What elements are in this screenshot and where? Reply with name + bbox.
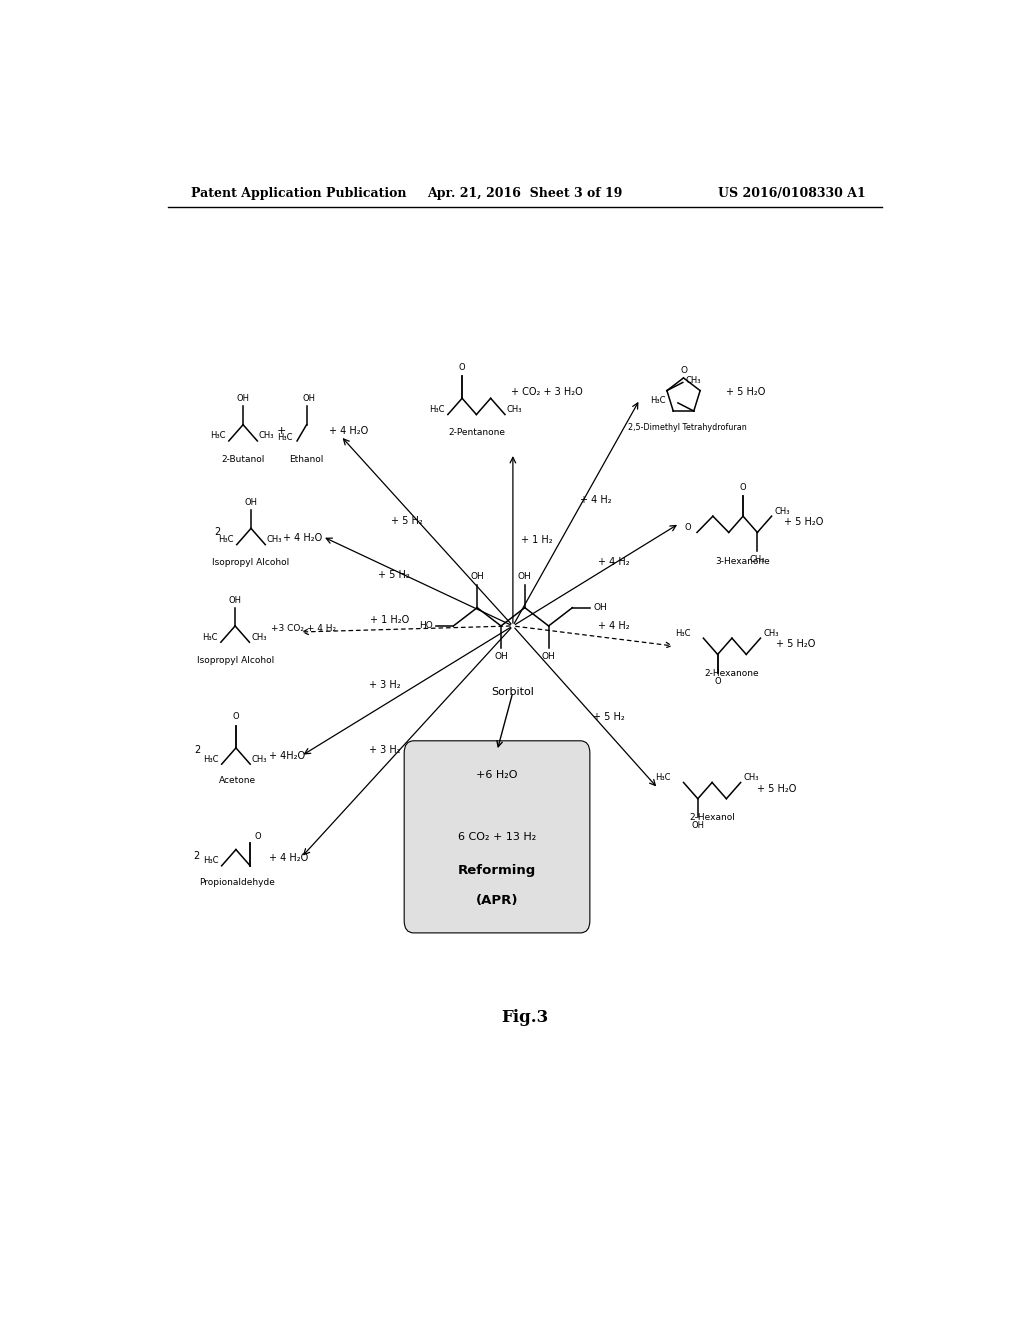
FancyBboxPatch shape (404, 741, 590, 933)
Text: OH: OH (495, 652, 508, 661)
Text: Fig.3: Fig.3 (501, 1008, 549, 1026)
Text: OH: OH (518, 573, 531, 581)
Text: 2: 2 (194, 850, 200, 861)
Text: Isopropyl Alcohol: Isopropyl Alcohol (212, 558, 290, 566)
Text: + 4 H₂: + 4 H₂ (581, 495, 612, 506)
Text: CH₃: CH₃ (252, 755, 267, 763)
Text: Sorbitol: Sorbitol (492, 686, 535, 697)
Text: H₃C: H₃C (202, 632, 218, 642)
Text: Ethanol: Ethanol (290, 455, 324, 465)
Text: 2-Hexanone: 2-Hexanone (705, 669, 759, 677)
Text: CH₃: CH₃ (267, 535, 283, 544)
Text: Isopropyl Alcohol: Isopropyl Alcohol (197, 656, 273, 665)
Text: + 5 H₂O: + 5 H₂O (784, 517, 823, 527)
Text: OH: OH (302, 395, 315, 404)
Text: + 4 H₂: + 4 H₂ (598, 557, 630, 568)
Text: Propionaldehyde: Propionaldehyde (200, 878, 275, 887)
Text: OH: OH (237, 395, 250, 404)
Text: OH: OH (691, 821, 705, 830)
Text: O: O (680, 366, 687, 375)
Text: OH: OH (470, 573, 484, 581)
Text: Acetone: Acetone (219, 776, 256, 785)
Text: CH₃: CH₃ (775, 507, 791, 516)
Text: CH₃: CH₃ (507, 405, 522, 414)
Text: 2: 2 (195, 744, 201, 755)
Text: + 5 H₂: + 5 H₂ (594, 713, 626, 722)
Text: O: O (739, 483, 746, 492)
Text: + 4 H₂O: + 4 H₂O (329, 426, 368, 436)
Text: H₃C: H₃C (649, 396, 666, 405)
Text: H₃C: H₃C (203, 755, 218, 763)
Text: 6 CO₂ + 13 H₂: 6 CO₂ + 13 H₂ (458, 832, 537, 842)
Text: H₃C: H₃C (675, 628, 690, 638)
Text: + 4 H₂O: + 4 H₂O (283, 532, 322, 543)
Text: OH: OH (228, 595, 242, 605)
Text: OH: OH (593, 603, 607, 612)
Text: 3-Hexanone: 3-Hexanone (716, 557, 770, 566)
Text: O: O (232, 713, 240, 722)
Text: CH₃: CH₃ (686, 376, 701, 385)
Text: +: + (276, 426, 286, 436)
Text: CH₃: CH₃ (764, 628, 779, 638)
Text: CH₃: CH₃ (750, 554, 765, 564)
Text: O: O (254, 833, 261, 841)
Text: + 4 H₂O: + 4 H₂O (269, 853, 308, 863)
Text: + CO₂ + 3 H₂O: + CO₂ + 3 H₂O (511, 387, 583, 397)
Text: OH: OH (245, 498, 257, 507)
Text: H₃C: H₃C (276, 433, 292, 442)
Text: CH₃: CH₃ (251, 632, 266, 642)
Text: + 3 H₂: + 3 H₂ (369, 744, 400, 755)
Text: CH₃: CH₃ (743, 774, 760, 781)
Text: + 5 H₂O: + 5 H₂O (726, 387, 765, 397)
Text: O: O (459, 363, 466, 372)
Text: 2-Hexanol: 2-Hexanol (689, 813, 735, 822)
Text: H₃C: H₃C (210, 432, 225, 441)
Text: H₃C: H₃C (655, 774, 671, 781)
Text: Patent Application Publication: Patent Application Publication (191, 187, 407, 201)
Text: (APR): (APR) (476, 894, 518, 907)
Text: + 5 H₂O: + 5 H₂O (757, 784, 796, 793)
Text: 2-Butanol: 2-Butanol (221, 455, 265, 465)
Text: CH₃: CH₃ (259, 432, 274, 441)
Text: H₃C: H₃C (203, 857, 218, 865)
Text: US 2016/0108330 A1: US 2016/0108330 A1 (718, 187, 866, 201)
Text: 2-Pentanone: 2-Pentanone (447, 428, 505, 437)
Text: 2: 2 (215, 528, 221, 537)
Text: + 1 H₂O: + 1 H₂O (371, 615, 410, 624)
Text: + 4H₂O: + 4H₂O (269, 751, 305, 762)
Text: +3 CO₂ + 4 H₂: +3 CO₂ + 4 H₂ (270, 624, 336, 634)
Text: H₃C: H₃C (429, 405, 444, 414)
Text: + 1 H₂: + 1 H₂ (521, 535, 553, 545)
Text: +6 H₂O: +6 H₂O (476, 771, 518, 780)
Text: + 5 H₂: + 5 H₂ (378, 570, 410, 579)
Text: Apr. 21, 2016  Sheet 3 of 19: Apr. 21, 2016 Sheet 3 of 19 (427, 187, 623, 201)
Text: O: O (684, 523, 690, 532)
Text: Reforming: Reforming (458, 863, 537, 876)
Text: 2,5-Dimethyl Tetrahydrofuran: 2,5-Dimethyl Tetrahydrofuran (628, 422, 746, 432)
Text: H₃C: H₃C (218, 535, 233, 544)
Text: + 4 H₂: + 4 H₂ (598, 620, 630, 631)
Text: + 3 H₂: + 3 H₂ (369, 680, 400, 690)
Text: + 5 H₂: + 5 H₂ (391, 516, 423, 525)
Text: + 5 H₂O: + 5 H₂O (776, 639, 816, 649)
Text: OH: OH (542, 652, 555, 661)
Text: HO: HO (419, 622, 433, 631)
Text: O: O (715, 677, 721, 686)
